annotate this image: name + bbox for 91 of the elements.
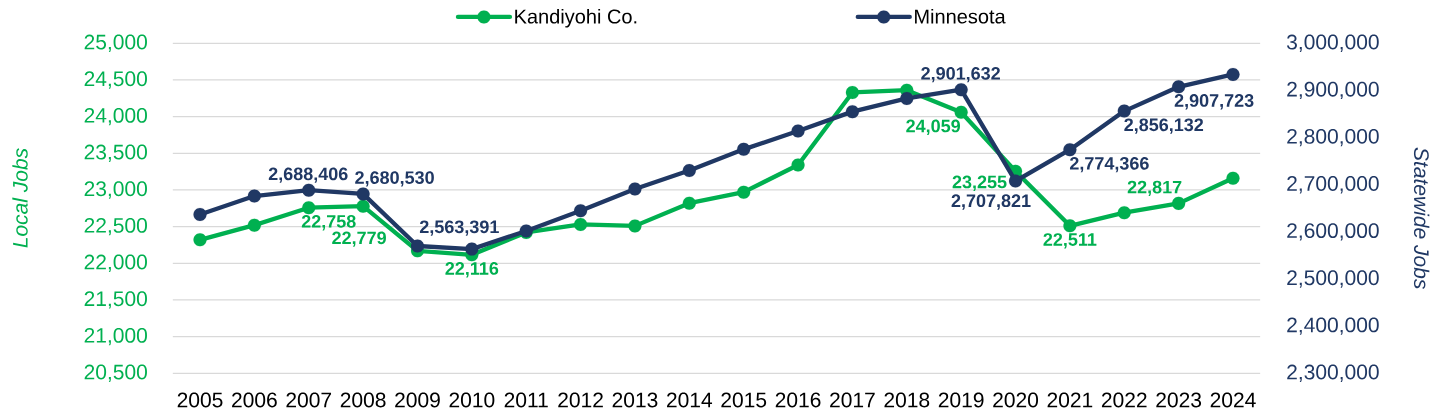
x-tick-label: 2009: [395, 392, 440, 408]
x-tick-label: 2014: [667, 392, 713, 408]
point: [302, 201, 316, 215]
data-label: 2,901,632: [921, 66, 1000, 83]
point: [410, 239, 425, 253]
y2-tick-label: 2,900,000: [1287, 81, 1379, 100]
y-tick-label: 24,500: [84, 71, 147, 89]
point: [1063, 219, 1077, 233]
point: [845, 105, 859, 119]
legend-label: Kandiyohi Co.: [515, 8, 637, 28]
x-tick-label: 2013: [612, 392, 658, 408]
x-tick-label: 2022: [1101, 392, 1147, 408]
y-tick-label: 22,000: [84, 254, 147, 272]
y-tick-label: 25,000: [84, 34, 147, 52]
y2-tick-label: 2,600,000: [1287, 223, 1379, 241]
point: [628, 182, 642, 196]
y-tick-label: 21,000: [84, 327, 147, 346]
point: [791, 158, 805, 172]
data-label: 22,758: [301, 215, 356, 231]
data-label: 2,707,821: [951, 194, 1031, 210]
y2-tick-label: 2,400,000: [1287, 317, 1379, 335]
data-label: 2,563,391: [419, 220, 499, 236]
y-axis-title: Local Jobs: [12, 148, 28, 248]
data-label: 2,774,366: [1069, 156, 1149, 173]
x-tick-label: 2017: [830, 392, 875, 408]
data-label: 22,116: [445, 262, 499, 278]
point: [247, 218, 261, 232]
y2-tick-label: 2,700,000: [1287, 176, 1379, 194]
data-label: 22,779: [332, 231, 386, 247]
y-tick-label: 20,500: [84, 364, 147, 382]
point: [574, 217, 588, 231]
point: [628, 219, 642, 233]
point: [193, 207, 207, 221]
point: [737, 185, 751, 199]
y2-tick-label: 3,000,000: [1286, 34, 1379, 52]
y-tick-label: 22,500: [84, 217, 147, 236]
data-label: 2,688,406: [268, 167, 348, 183]
x-tick-label: 2012: [558, 392, 603, 408]
x-tick-label: 2005: [177, 392, 223, 408]
y-tick-label: 24,000: [84, 107, 147, 126]
y-tick-label: 23,500: [84, 144, 147, 162]
data-label: 2,907,723: [1174, 94, 1254, 110]
point: [900, 91, 914, 106]
x-tick-label: 2023: [1156, 392, 1202, 408]
legend-label: Minnesota: [915, 8, 1006, 24]
x-tick-label: 2011: [504, 392, 548, 408]
point: [954, 83, 968, 97]
x-tick-label: 2015: [721, 392, 767, 408]
point: [1172, 80, 1186, 94]
x-tick-label: 2020: [993, 392, 1039, 408]
data-label: 22,511: [1043, 233, 1097, 249]
x-tick-label: 2006: [232, 392, 277, 408]
point: [1226, 171, 1240, 185]
y2-tick-label: 2,800,000: [1287, 128, 1379, 147]
point: [247, 189, 261, 203]
point: [1172, 196, 1186, 210]
x-tick-label: 2018: [884, 392, 930, 408]
data-label: 24,059: [906, 119, 961, 135]
x-tick-label: 2019: [938, 392, 984, 408]
y-tick-label: 23,000: [84, 181, 147, 199]
data-label: 2,680,530: [355, 171, 434, 187]
point: [302, 183, 316, 197]
point: [1226, 67, 1240, 81]
y2-tick-label: 2,300,000: [1287, 364, 1379, 382]
point: [682, 164, 696, 178]
x-tick-label: 2024: [1210, 392, 1256, 408]
x-tick-label: 2008: [340, 392, 386, 408]
data-label: 2,856,132: [1124, 118, 1204, 134]
point: [356, 187, 370, 201]
data-label: 23,255: [952, 175, 1007, 191]
point: [1008, 174, 1023, 188]
point: [465, 242, 479, 256]
y2-axis-title: Statewide Jobs: [1413, 147, 1430, 289]
point: [193, 233, 207, 247]
point: [845, 85, 859, 99]
y2-tick-label: 2,500,000: [1287, 270, 1379, 288]
data-label: 22,817: [1127, 180, 1182, 197]
x-tick-label: 2007: [286, 392, 332, 408]
y-tick-label: 21,500: [84, 291, 147, 309]
point: [682, 196, 696, 210]
point: [574, 204, 588, 218]
point: [356, 199, 370, 213]
point: [791, 124, 805, 138]
x-tick-label: 2021: [1047, 392, 1093, 408]
point: [1063, 143, 1077, 157]
x-tick-label: 2016: [775, 392, 821, 408]
point: [954, 105, 968, 119]
x-tick-label: 2010: [449, 392, 495, 408]
point: [1117, 104, 1131, 118]
point: [1117, 206, 1131, 220]
point: [737, 142, 751, 156]
